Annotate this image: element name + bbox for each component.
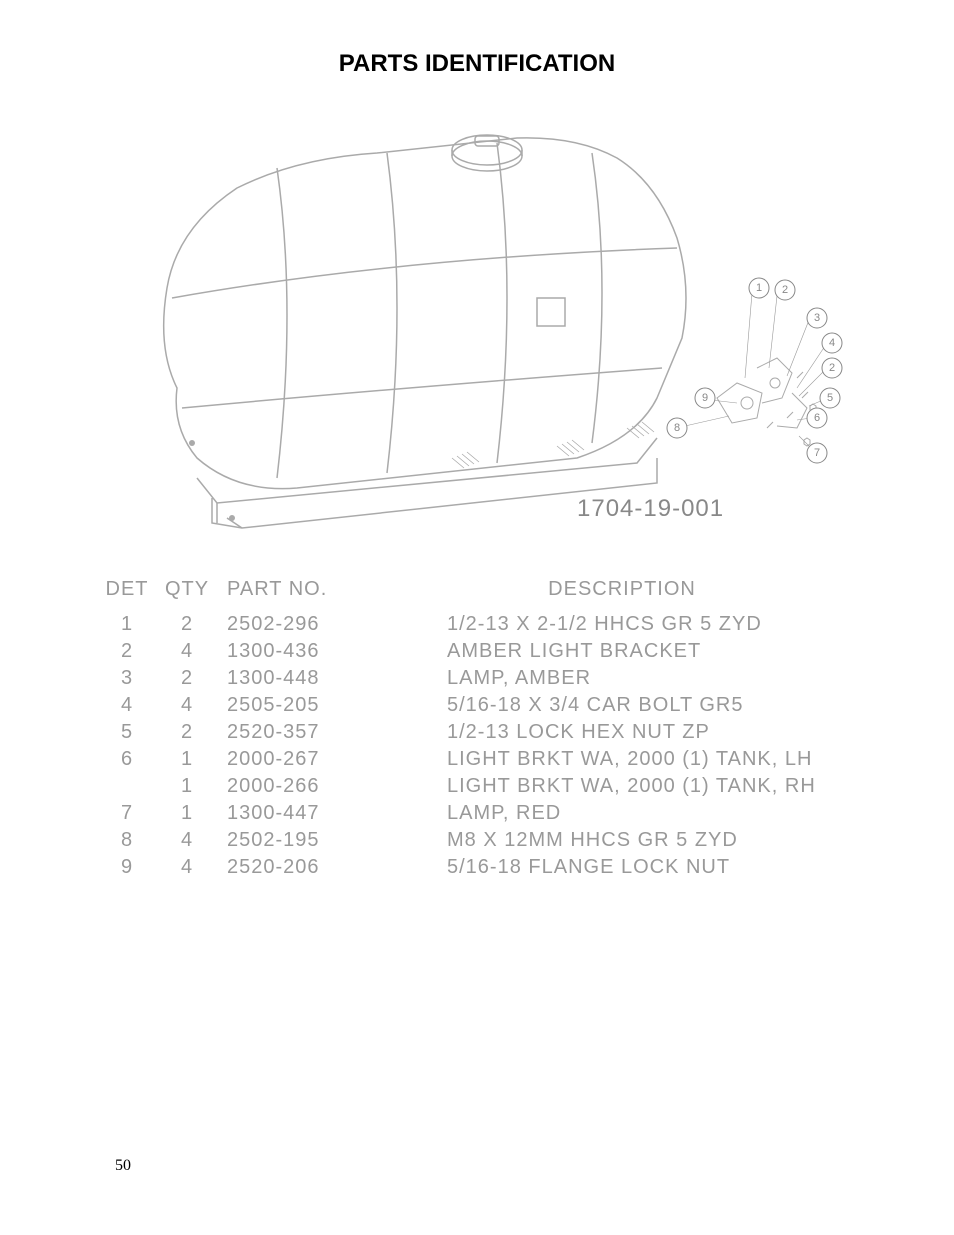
callout-number: 9 — [702, 392, 708, 404]
page-number: 50 — [115, 1157, 131, 1175]
callout-number: 6 — [814, 412, 820, 424]
cell-description: 5/16-18 X 3/4 CAR BOLT GR5 — [387, 694, 857, 717]
parts-table: DET QTY PART NO. DESCRIPTION 122502-2961… — [97, 578, 857, 879]
callout-number: 3 — [814, 312, 820, 324]
cell-qty: 2 — [157, 667, 217, 690]
table-row: 122502-2961/2-13 X 2-1/2 HHCS GR 5 ZYD — [97, 613, 857, 636]
cell-description: LAMP, RED — [387, 802, 857, 825]
cell-det: 5 — [97, 721, 157, 744]
cell-description: M8 X 12MM HHCS GR 5 ZYD — [387, 829, 857, 852]
cell-det: 6 — [97, 748, 157, 771]
header-det: DET — [97, 578, 157, 601]
cell-partno: 2520-206 — [217, 856, 387, 879]
cell-det: 2 — [97, 640, 157, 663]
cell-qty: 4 — [157, 856, 217, 879]
technical-drawing: 1 2 3 4 2 5 9 6 8 7 1704-19-001 — [97, 108, 857, 548]
cell-partno: 2502-296 — [217, 613, 387, 636]
cell-partno: 2502-195 — [217, 829, 387, 852]
cell-qty: 1 — [157, 775, 217, 798]
cell-qty: 4 — [157, 694, 217, 717]
cell-det: 4 — [97, 694, 157, 717]
table-row: 942520-2065/16-18 FLANGE LOCK NUT — [97, 856, 857, 879]
cell-description: LIGHT BRKT WA, 2000 (1) TANK, LH — [387, 748, 857, 771]
cell-description: 1/2-13 LOCK HEX NUT ZP — [387, 721, 857, 744]
table-row: 321300-448LAMP, AMBER — [97, 667, 857, 690]
cell-qty: 4 — [157, 640, 217, 663]
cell-description: 1/2-13 X 2-1/2 HHCS GR 5 ZYD — [387, 613, 857, 636]
table-row: 612000-267LIGHT BRKT WA, 2000 (1) TANK, … — [97, 748, 857, 771]
callout-number: 4 — [829, 337, 835, 349]
cell-qty: 2 — [157, 613, 217, 636]
callout-number: 7 — [814, 447, 820, 459]
header-partno: PART NO. — [217, 578, 387, 601]
callout-number: 8 — [674, 422, 680, 434]
cell-description: LAMP, AMBER — [387, 667, 857, 690]
cell-description: 5/16-18 FLANGE LOCK NUT — [387, 856, 857, 879]
cell-partno: 2000-267 — [217, 748, 387, 771]
cell-partno: 2505-205 — [217, 694, 387, 717]
callout-number: 2 — [829, 362, 835, 374]
parts-table-header: DET QTY PART NO. DESCRIPTION — [97, 578, 857, 601]
cell-qty: 1 — [157, 748, 217, 771]
cell-partno: 1300-447 — [217, 802, 387, 825]
table-row: 241300-436AMBER LIGHT BRACKET — [97, 640, 857, 663]
table-row: 842502-195M8 X 12MM HHCS GR 5 ZYD — [97, 829, 857, 852]
cell-description: LIGHT BRKT WA, 2000 (1) TANK, RH — [387, 775, 857, 798]
table-row: 522520-3571/2-13 LOCK HEX NUT ZP — [97, 721, 857, 744]
cell-qty: 1 — [157, 802, 217, 825]
callout-number: 1 — [756, 282, 762, 294]
cell-det — [97, 775, 157, 798]
cell-partno: 2000-266 — [217, 775, 387, 798]
cell-det: 7 — [97, 802, 157, 825]
callout-number: 2 — [782, 284, 788, 296]
cell-det: 3 — [97, 667, 157, 690]
header-qty: QTY — [157, 578, 217, 601]
cell-partno: 1300-448 — [217, 667, 387, 690]
table-row: 12000-266LIGHT BRKT WA, 2000 (1) TANK, R… — [97, 775, 857, 798]
cell-det: 8 — [97, 829, 157, 852]
cell-partno: 1300-436 — [217, 640, 387, 663]
cell-qty: 4 — [157, 829, 217, 852]
header-description: DESCRIPTION — [387, 578, 857, 601]
callout-number: 5 — [827, 392, 833, 404]
table-row: 711300-447LAMP, RED — [97, 802, 857, 825]
cell-det: 9 — [97, 856, 157, 879]
cell-partno: 2520-357 — [217, 721, 387, 744]
table-row: 442505-2055/16-18 X 3/4 CAR BOLT GR5 — [97, 694, 857, 717]
page-title: PARTS IDENTIFICATION — [0, 0, 954, 98]
tank-diagram-svg: 1 2 3 4 2 5 9 6 8 7 1704-19-001 — [97, 108, 857, 548]
cell-description: AMBER LIGHT BRACKET — [387, 640, 857, 663]
drawing-number: 1704-19-001 — [577, 495, 724, 522]
cell-det: 1 — [97, 613, 157, 636]
cell-qty: 2 — [157, 721, 217, 744]
